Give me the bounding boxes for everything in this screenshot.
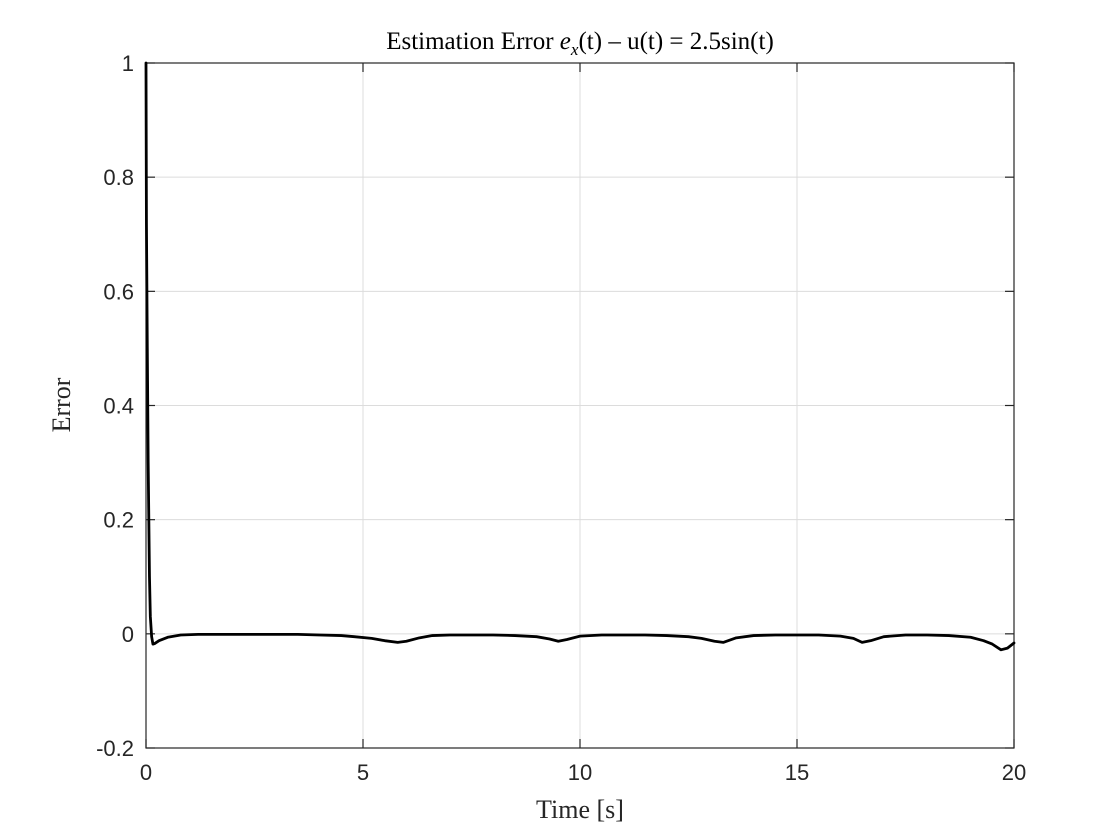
y-tick-label: 0.8 bbox=[103, 165, 134, 190]
series-line bbox=[144, 61, 1016, 652]
y-tick-label: 0.2 bbox=[103, 508, 134, 533]
grid bbox=[146, 63, 1014, 748]
y-axis-label: Error bbox=[47, 377, 76, 432]
chart-title: Estimation Error ex(t) – u(t) = 2.5sin(t… bbox=[386, 28, 774, 59]
x-tick-label: 15 bbox=[785, 760, 809, 785]
y-tick-label: 0.4 bbox=[103, 394, 134, 419]
x-axis-label: Time [s] bbox=[536, 795, 624, 824]
x-tick-label: 5 bbox=[357, 760, 369, 785]
y-tick-label: 0.6 bbox=[103, 279, 134, 304]
y-tick-label: 1 bbox=[122, 51, 134, 76]
ticks: 0 5 10 15 20-0.200.20.40.60.81 bbox=[96, 51, 1026, 785]
y-tick-label: -0.2 bbox=[96, 736, 134, 761]
x-tick-label: 10 bbox=[568, 760, 592, 785]
series-layer bbox=[144, 61, 1016, 652]
y-tick-label: 0 bbox=[122, 622, 134, 647]
x-tick-label: 20 bbox=[1002, 760, 1026, 785]
x-tick-label: 0 bbox=[140, 760, 152, 785]
